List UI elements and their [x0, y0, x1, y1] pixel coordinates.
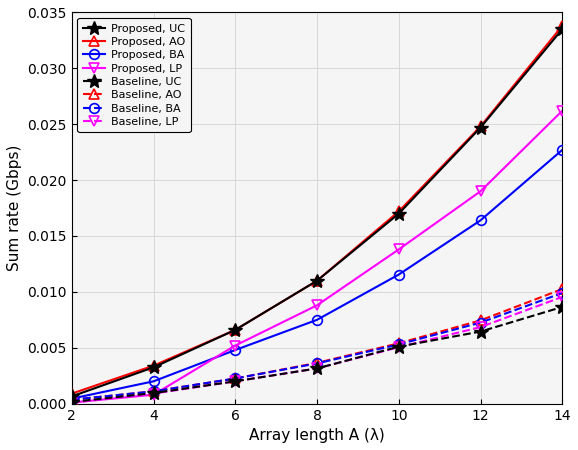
Baseline, LP: [150, 391, 157, 396]
Baseline, UC: [477, 329, 484, 334]
Baseline, BA: [232, 376, 239, 381]
Proposed, AO: [477, 124, 484, 129]
Baseline, BA: [150, 389, 157, 394]
Baseline, UC: [559, 304, 566, 310]
Proposed, LP: [559, 108, 566, 113]
Proposed, LP: [314, 302, 321, 308]
Y-axis label: Sum rate (Gbps): Sum rate (Gbps): [7, 145, 22, 271]
Baseline, BA: [314, 361, 321, 366]
Proposed, UC: [232, 327, 239, 333]
Baseline, AO: [314, 360, 321, 365]
Baseline, AO: [150, 389, 157, 394]
Proposed, UC: [150, 364, 157, 370]
Proposed, UC: [68, 394, 75, 399]
Baseline, AO: [395, 341, 402, 346]
Baseline, AO: [559, 286, 566, 292]
Proposed, AO: [395, 209, 402, 214]
Baseline, BA: [559, 290, 566, 296]
Proposed, AO: [150, 363, 157, 369]
Baseline, UC: [232, 378, 239, 384]
Line: Proposed, LP: Proposed, LP: [67, 106, 567, 407]
Line: Proposed, UC: Proposed, UC: [65, 22, 569, 403]
Baseline, UC: [395, 344, 402, 349]
Proposed, UC: [314, 278, 321, 284]
Proposed, LP: [477, 189, 484, 194]
Proposed, BA: [314, 317, 321, 323]
Proposed, AO: [232, 327, 239, 333]
Proposed, AO: [68, 391, 75, 396]
Proposed, BA: [477, 218, 484, 223]
Proposed, LP: [232, 343, 239, 348]
Line: Baseline, BA: Baseline, BA: [67, 288, 567, 405]
Line: Baseline, AO: Baseline, AO: [67, 284, 567, 405]
Baseline, UC: [150, 390, 157, 396]
Proposed, BA: [68, 396, 75, 401]
Proposed, AO: [314, 278, 321, 284]
Line: Proposed, BA: Proposed, BA: [67, 145, 567, 404]
Baseline, LP: [232, 378, 239, 384]
Baseline, AO: [232, 376, 239, 381]
Line: Baseline, UC: Baseline, UC: [65, 300, 569, 409]
Baseline, BA: [477, 320, 484, 325]
Proposed, LP: [395, 247, 402, 252]
Proposed, BA: [559, 147, 566, 153]
Proposed, UC: [395, 211, 402, 216]
Line: Baseline, LP: Baseline, LP: [67, 292, 567, 408]
X-axis label: Array length A (λ): Array length A (λ): [249, 428, 385, 443]
Baseline, LP: [314, 366, 321, 371]
Baseline, LP: [395, 345, 402, 350]
Baseline, AO: [477, 318, 484, 323]
Baseline, LP: [68, 400, 75, 405]
Legend: Proposed, UC, Proposed, AO, Proposed, BA, Proposed, LP, Baseline, UC, Baseline, : Proposed, UC, Proposed, AO, Proposed, BA…: [77, 18, 191, 132]
Baseline, UC: [68, 399, 75, 405]
Proposed, UC: [559, 27, 566, 32]
Baseline, AO: [68, 397, 75, 402]
Proposed, BA: [395, 272, 402, 277]
Baseline, UC: [314, 366, 321, 371]
Proposed, BA: [232, 347, 239, 353]
Baseline, LP: [477, 324, 484, 330]
Proposed, UC: [477, 125, 484, 130]
Baseline, BA: [68, 397, 75, 402]
Line: Proposed, AO: Proposed, AO: [67, 21, 567, 398]
Proposed, LP: [150, 392, 157, 397]
Baseline, BA: [395, 342, 402, 347]
Proposed, LP: [68, 400, 75, 405]
Proposed, AO: [559, 23, 566, 28]
Baseline, LP: [559, 294, 566, 300]
Proposed, BA: [150, 378, 157, 384]
